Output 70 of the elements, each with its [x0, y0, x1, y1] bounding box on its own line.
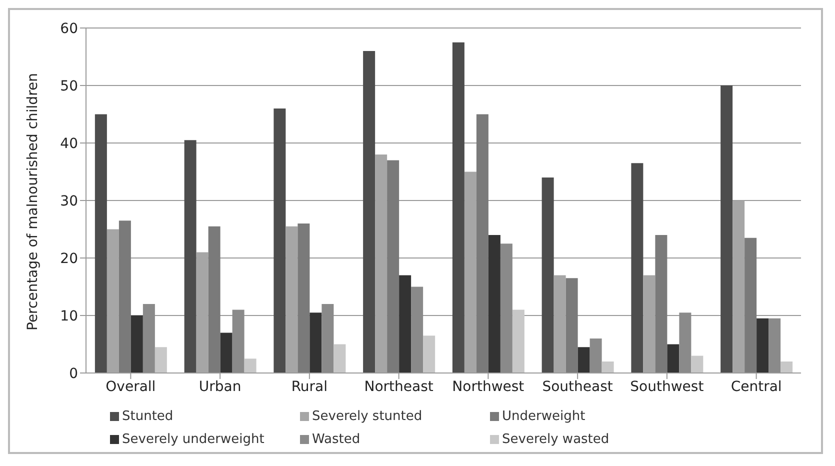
bar: [94, 114, 107, 373]
bar: [375, 154, 388, 373]
legend-label: Severely wasted: [502, 432, 610, 447]
bar: [732, 200, 745, 373]
bar: [220, 332, 232, 373]
y-tick-label: 20: [60, 250, 78, 267]
bar: [274, 108, 286, 373]
bar: [154, 347, 167, 373]
bar: [554, 275, 566, 373]
x-tick-label: Northeast: [364, 378, 434, 395]
bar: [399, 275, 412, 373]
y-tick-label: 0: [69, 366, 78, 382]
bar: [488, 235, 500, 373]
bar: [244, 358, 256, 373]
bar: [476, 114, 488, 373]
bar: [452, 42, 464, 373]
bar: [130, 316, 143, 373]
x-tick-label: Central: [730, 378, 782, 395]
bar: [631, 163, 644, 373]
x-tick-label: Rural: [291, 378, 328, 395]
bar: [655, 235, 668, 373]
legend-label: Wasted: [312, 432, 360, 447]
bar: [363, 51, 376, 373]
x-tick-label: Northwest: [452, 378, 525, 395]
bar: [667, 344, 680, 373]
bar: [184, 140, 196, 373]
bar: [500, 244, 512, 373]
bar: [286, 226, 298, 373]
bar: [208, 226, 220, 373]
x-tick-label: Urban: [198, 378, 242, 395]
bar: [578, 347, 590, 373]
bar: [423, 336, 436, 373]
y-tick-label: 50: [60, 78, 78, 94]
bar: [464, 172, 476, 373]
bar: [322, 304, 334, 373]
bar: [691, 356, 704, 373]
bar: [387, 160, 400, 373]
bar: [106, 229, 119, 373]
bar: [411, 286, 424, 373]
bar: [780, 362, 793, 373]
bar: [118, 220, 131, 373]
bar: [768, 318, 781, 373]
legend-label: Underweight: [502, 409, 586, 424]
bar: [679, 312, 692, 373]
bar: [756, 318, 769, 373]
bar: [542, 178, 554, 373]
bar: [566, 278, 578, 373]
legend-label: Stunted: [122, 409, 174, 424]
x-tick-label: Southeast: [542, 378, 614, 395]
bar: [643, 275, 656, 373]
y-tick-label: 10: [60, 308, 78, 324]
x-tick-label: Overall: [106, 378, 156, 395]
bar: [196, 252, 208, 373]
x-tick-label: Southwest: [630, 378, 704, 395]
legend-label: Severely underweight: [122, 432, 264, 447]
bar: [334, 344, 346, 373]
bar: [744, 238, 757, 373]
bar: [602, 362, 614, 373]
y-tick-label: 40: [60, 136, 78, 152]
bar: [720, 86, 733, 373]
bar: [590, 338, 602, 373]
bar: [298, 224, 310, 373]
bar: [512, 310, 524, 373]
bar: [310, 312, 322, 373]
legend-label: Severely stunted: [312, 409, 422, 424]
bar: [142, 304, 155, 373]
y-axis-title: Percentage of malnourished children: [24, 72, 41, 330]
y-tick-label: 60: [60, 20, 78, 37]
y-tick-label: 30: [60, 193, 78, 210]
bar: [232, 310, 244, 373]
